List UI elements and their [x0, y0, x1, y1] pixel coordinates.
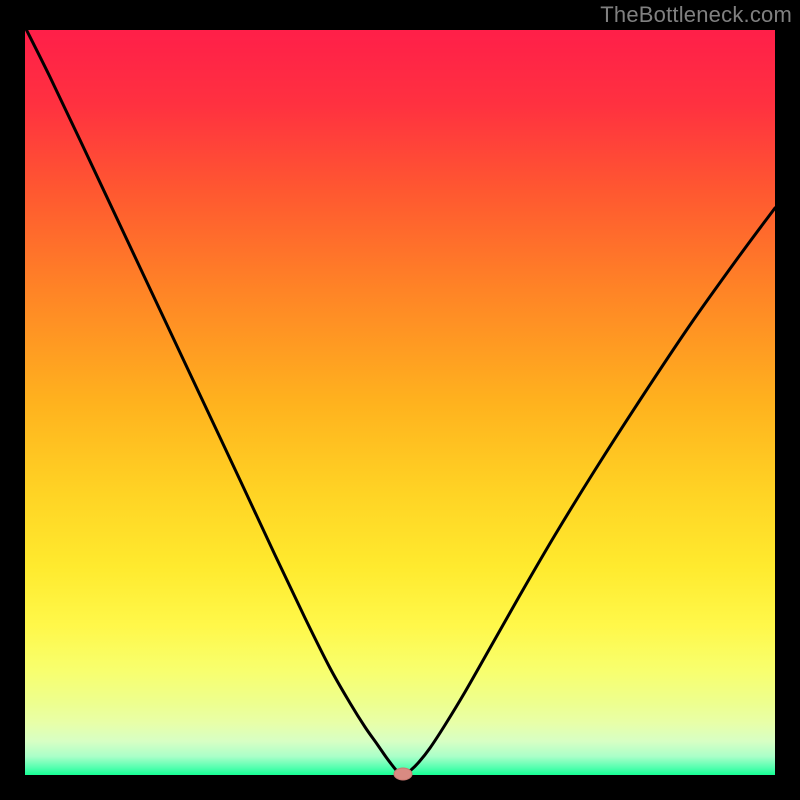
chart-svg	[0, 0, 800, 800]
optimum-marker	[394, 768, 412, 780]
plot-background	[25, 30, 775, 775]
chart-container: TheBottleneck.com	[0, 0, 800, 800]
